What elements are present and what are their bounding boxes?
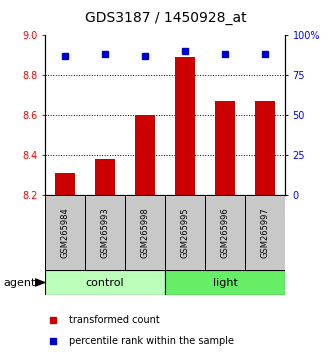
Text: agent: agent [3, 278, 36, 287]
Bar [135, 115, 155, 195]
Bar [45, 270, 165, 295]
Text: GSM265996: GSM265996 [220, 207, 229, 258]
Bar [175, 57, 195, 195]
Bar [205, 195, 245, 270]
Text: GSM265998: GSM265998 [140, 207, 150, 258]
Bar [165, 270, 285, 295]
Bar [165, 195, 205, 270]
Bar [45, 195, 85, 270]
Text: percentile rank within the sample: percentile rank within the sample [69, 336, 234, 346]
Bar [95, 159, 115, 195]
Text: control: control [86, 278, 124, 287]
Text: GDS3187 / 1450928_at: GDS3187 / 1450928_at [85, 11, 246, 25]
Bar [85, 195, 125, 270]
Bar [255, 101, 275, 195]
Text: GSM265997: GSM265997 [260, 207, 269, 258]
Text: GSM265995: GSM265995 [180, 207, 190, 258]
Bar [215, 101, 235, 195]
Polygon shape [35, 279, 45, 286]
Bar [245, 195, 285, 270]
Bar [125, 195, 165, 270]
Text: transformed count: transformed count [69, 315, 160, 325]
Bar [55, 173, 75, 195]
Text: GSM265993: GSM265993 [101, 207, 110, 258]
Text: light: light [213, 278, 237, 287]
Text: GSM265984: GSM265984 [61, 207, 70, 258]
